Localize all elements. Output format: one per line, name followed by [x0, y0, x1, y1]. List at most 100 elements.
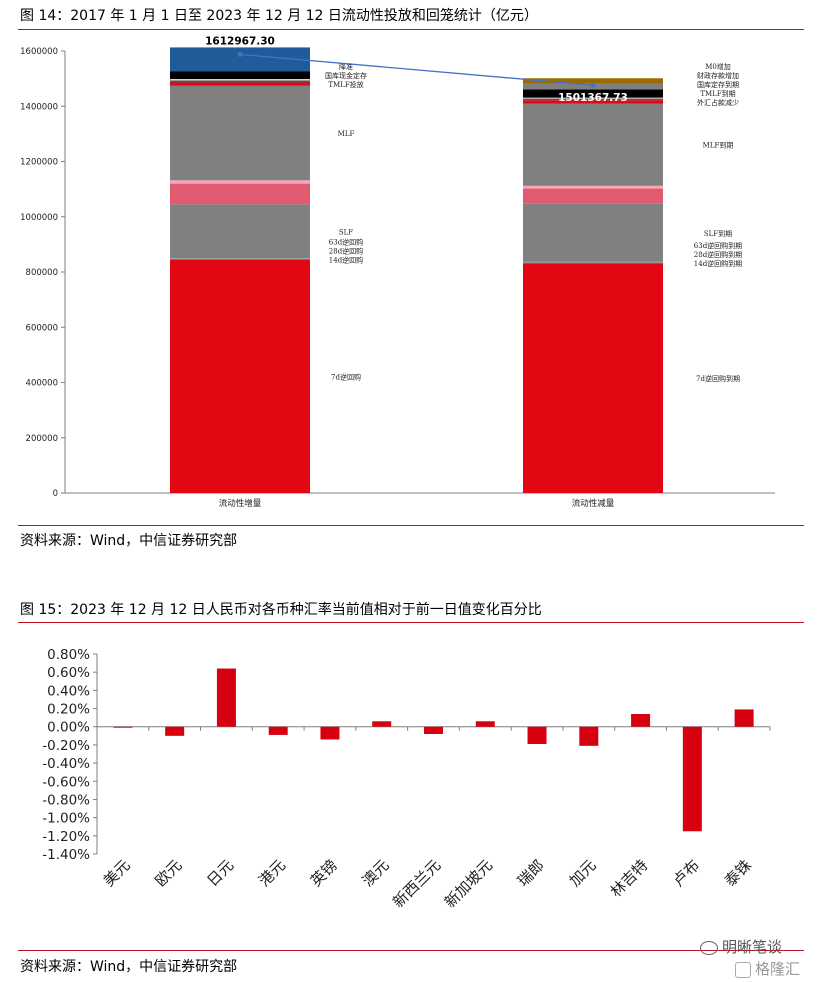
- bar: [113, 726, 133, 728]
- watermark-account: 明晰笔谈: [700, 936, 782, 957]
- watermark-brand-text: 格隆汇: [755, 960, 801, 978]
- x-category-label: 港元: [255, 856, 289, 890]
- segment-label: 外汇占款减少: [697, 98, 739, 107]
- bar-segment: [523, 188, 663, 204]
- figure-15-bar-chart: 0.80% 0.60% 0.40% 0.20% 0.00% -0.20% -0.40% -0.…: [42, 647, 771, 911]
- stack-2: [523, 78, 663, 493]
- segment-label: 14d逆回购到期: [694, 259, 742, 268]
- bar: [216, 668, 236, 727]
- y-tick-label: -0.80%: [42, 792, 90, 808]
- bar-segment: [170, 82, 310, 86]
- bar: [320, 726, 340, 740]
- y-tick-label: 800000: [26, 268, 58, 278]
- x-category-label: 英镑: [307, 856, 341, 890]
- y-tick-label: -0.40%: [42, 756, 90, 772]
- figure-14-stacked-bar-chart: 0 200000 400000 600000 800000 1000000 1200000 1…: [20, 35, 775, 509]
- y-tick-label: 1000000: [20, 213, 58, 223]
- bar-segment: [170, 47, 310, 72]
- x-category-label: 日元: [203, 856, 237, 890]
- segment-label: 14d逆回购: [329, 256, 363, 265]
- y-tick-label: 400000: [26, 379, 58, 389]
- x-category-label: 新西兰元: [389, 856, 444, 911]
- bar-segment: [523, 78, 663, 84]
- bar-segment: [523, 98, 663, 101]
- segment-label: 财政存款增加: [697, 71, 739, 80]
- bar: [424, 726, 443, 734]
- brand-logo-icon: [735, 961, 751, 978]
- x-category-label: 瑞郎: [514, 856, 548, 890]
- bar-segment: [170, 79, 310, 81]
- bar: [268, 726, 288, 735]
- figure-14-source-rule: [18, 525, 804, 526]
- x-category-label: 林吉特: [607, 856, 652, 901]
- bar: [579, 726, 599, 746]
- segment-label: 63d逆回购: [329, 238, 363, 247]
- watermark-account-text: 明晰笔谈: [722, 938, 783, 956]
- trend-point: [590, 82, 596, 88]
- y-tick-label: -1.40%: [42, 847, 90, 863]
- segment-label: 国库定存到期: [697, 80, 739, 89]
- bar-segment: [170, 80, 310, 83]
- trend-line: [239, 53, 594, 86]
- wechat-icon: [700, 940, 718, 955]
- y-tick-label: 0.80%: [47, 647, 90, 663]
- figure-14-title: 图 14：2017 年 1 月 1 日至 2023 年 12 月 12 日流动性…: [20, 8, 538, 24]
- segment-label: MLF到期: [703, 142, 734, 150]
- total-label: 1612967.30: [205, 35, 275, 47]
- x-category-label: 流动性增量: [219, 498, 262, 509]
- figure-15-source-rule: [18, 950, 804, 951]
- y-tick-label: 1600000: [20, 47, 58, 57]
- trend-point: [237, 51, 243, 57]
- y-tick-label: -1.20%: [42, 829, 90, 845]
- segment-label: TMLF投放: [328, 80, 363, 89]
- bar: [631, 714, 651, 727]
- x-category-label: 新加坡元: [441, 856, 496, 911]
- bar: [734, 709, 754, 727]
- y-tick-label: -0.60%: [42, 774, 90, 790]
- segment-label: M0增加: [705, 62, 731, 71]
- bar: [682, 726, 702, 832]
- bar-segment: [170, 259, 310, 493]
- bar-segment: [170, 258, 310, 260]
- total-label: 1501367.73: [558, 92, 628, 104]
- y-tick-label: 0.00%: [47, 720, 90, 736]
- x-category-label: 澳元: [359, 856, 393, 890]
- segment-label: 降准: [339, 62, 353, 71]
- figure-15-source: 资料来源：Wind，中信证券研究部: [20, 959, 238, 975]
- stack-1: [170, 47, 310, 493]
- figure-15-title: 图 15：2023 年 12 月 12 日人民币对各币种汇率当前值相对于前一日值…: [20, 602, 542, 618]
- x-category-label: 流动性减量: [572, 498, 615, 509]
- segment-label: TMLF到期: [700, 90, 735, 98]
- x-category-label: 美元: [100, 856, 134, 890]
- bar: [165, 726, 185, 736]
- segment-label: MLF: [338, 130, 355, 138]
- segment-label: 28d逆回购: [329, 247, 363, 256]
- y-tick-label: 200000: [26, 434, 58, 444]
- x-category-label: 卢布: [669, 856, 703, 890]
- bar: [475, 721, 495, 727]
- bar-segment: [523, 262, 663, 264]
- bar: [372, 721, 392, 727]
- bar: [527, 726, 547, 744]
- bar-segment: [170, 85, 310, 181]
- bar-segment: [170, 180, 310, 184]
- segment-label: 7d逆回购到期: [696, 374, 740, 383]
- y-tick-label: 0.40%: [47, 683, 90, 699]
- y-tick-label: 0.60%: [47, 665, 90, 681]
- x-category-label: 加元: [566, 856, 600, 890]
- watermark-brand: 格隆汇: [735, 958, 800, 979]
- bar-segment: [170, 258, 310, 259]
- y-tick-label: 1400000: [20, 102, 58, 112]
- x-category-label: 泰铢: [721, 856, 755, 890]
- figure-14-source: 资料来源：Wind，中信证券研究部: [20, 533, 238, 549]
- bar-segment: [523, 100, 663, 104]
- figure-15-title-rule: [18, 622, 804, 623]
- y-tick-label: 0.20%: [47, 702, 90, 718]
- y-tick-label: 1200000: [20, 158, 58, 168]
- y-tick-label: 600000: [26, 323, 58, 333]
- bar-segment: [523, 97, 663, 99]
- bar-segment: [523, 263, 663, 493]
- segment-label: 国库现金定存: [325, 71, 367, 80]
- bar-segment: [170, 183, 310, 205]
- segment-label: 63d逆回购到期: [694, 241, 742, 250]
